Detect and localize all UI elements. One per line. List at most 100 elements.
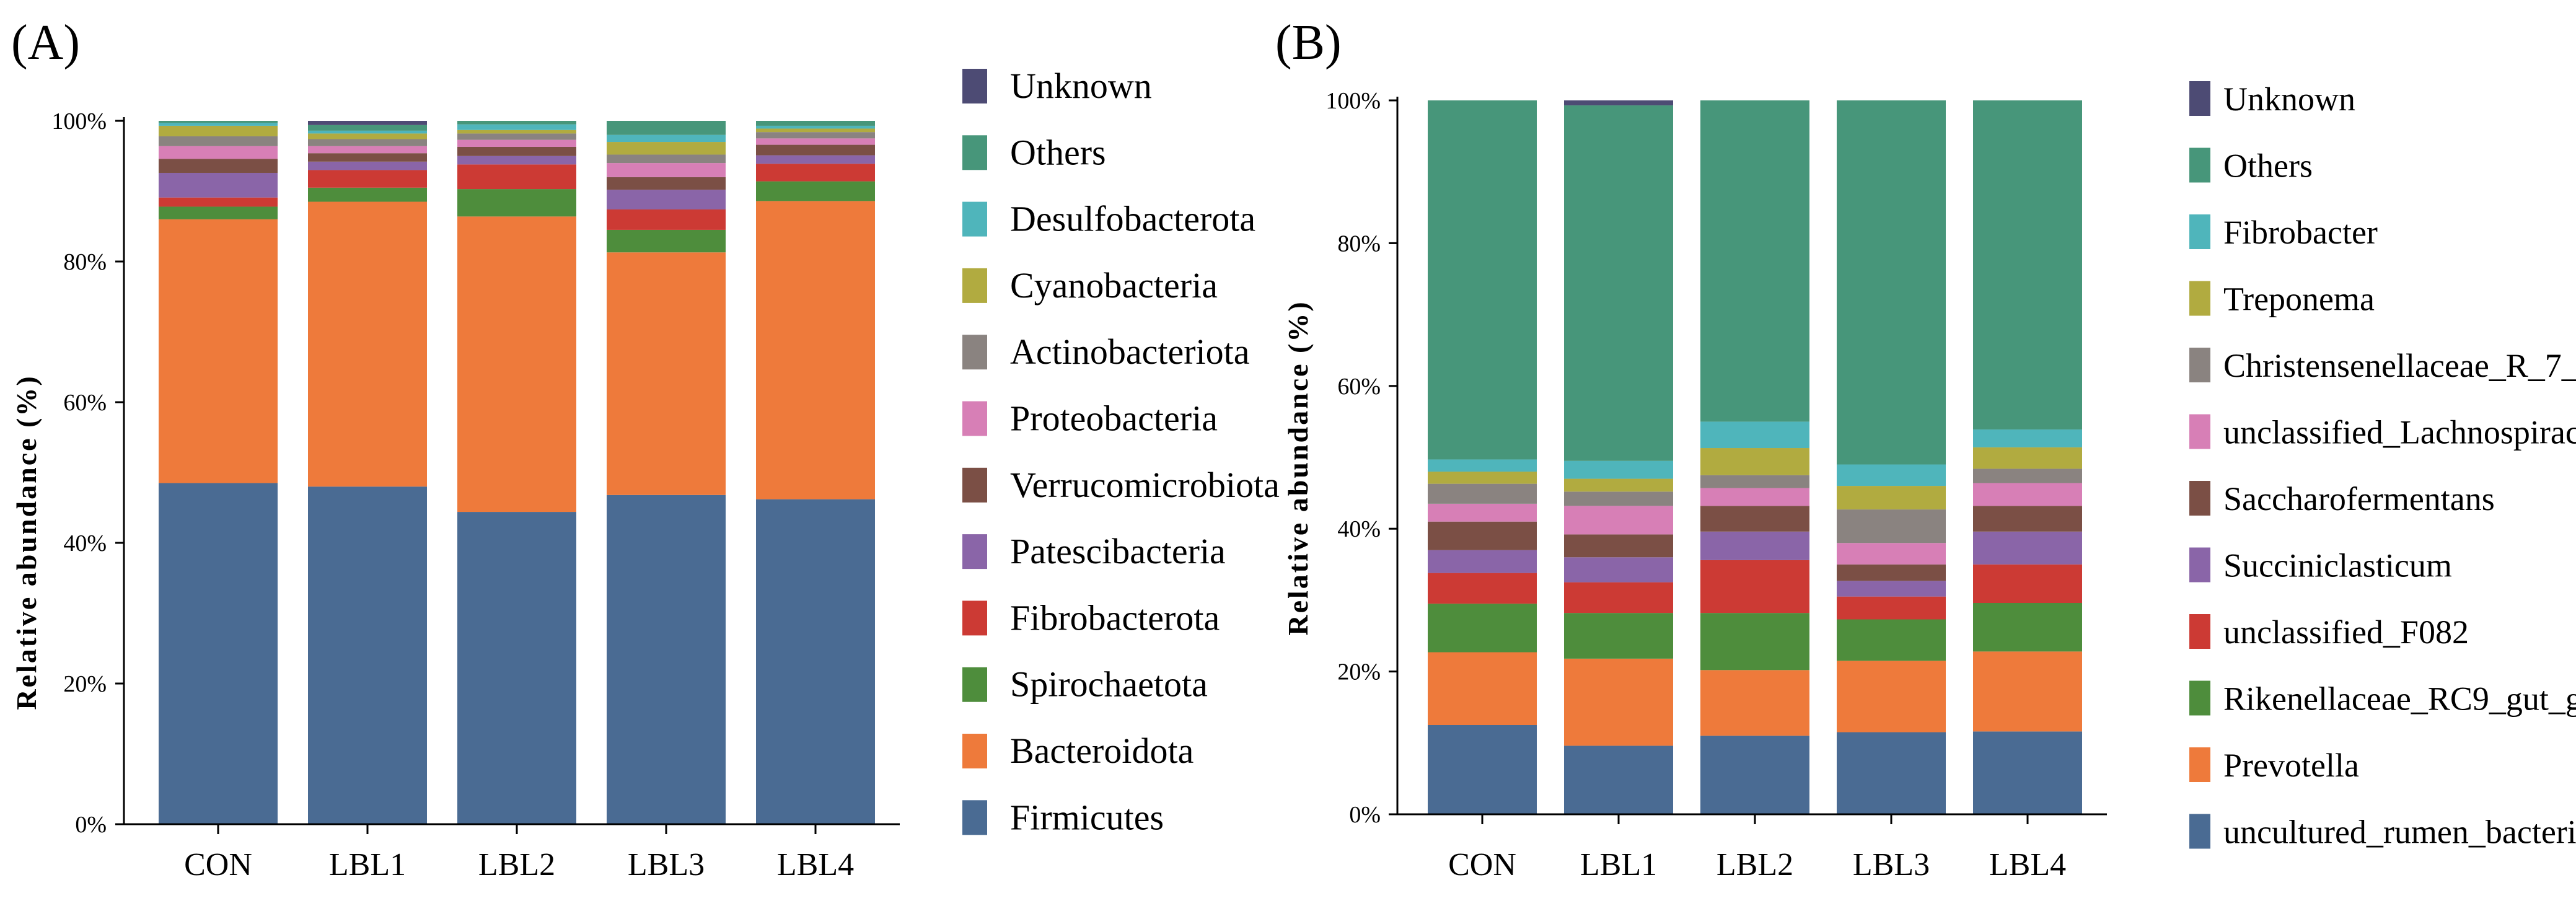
panel-a-bar-lbl2-patescibacteria	[457, 156, 576, 165]
panel-a-x-tick-label: LBL4	[777, 847, 854, 882]
panel-a-legend-swatch	[962, 467, 987, 503]
panel-b-bar-lbl3-unclassified-lachnospiraceae	[1837, 543, 1946, 565]
panel-a-y-axis-label: Relative abundance (%)	[11, 374, 42, 710]
panel-b-bar-con-christensenellaceae-r-7-group	[1428, 483, 1537, 504]
panel-a-bar-lbl4-bacteroidota	[756, 201, 875, 499]
panel-a-bar-con-proteobacteria	[159, 146, 278, 159]
panel-a-bar-con-verrucomicrobiota	[159, 159, 278, 173]
panel-b-legend-label: Rikenellaceae_RC9_gut_group	[2223, 680, 2576, 718]
panel-a-legend: Unknown Others Desulfobacterota Cyanobacter…	[962, 66, 1280, 837]
panel-b-legend-label: Christensenellaceae_R_7_group	[2223, 347, 2576, 384]
panel-a-bar-lbl4-verrucomicrobiota	[756, 144, 875, 156]
panel-a-y-tick-label: 20%	[63, 671, 107, 697]
panel-b-bar-lbl2-fibrobacter	[1700, 421, 1809, 449]
panel-a-bar-lbl3-actinobacteriota	[607, 154, 726, 164]
panel-b-bar-con-others	[1428, 100, 1537, 460]
panel-b-bar-lbl2-christensenellaceae-r-7-group	[1700, 475, 1809, 488]
panel-a-bar-con-desulfobacterota	[159, 123, 278, 126]
panel-b-bar-lbl3-succiniclasticum	[1837, 581, 1946, 597]
panel-a-bar-lbl1-cyanobacteria	[308, 133, 427, 139]
panel-a-bar-lbl3-bacteroidota	[607, 252, 726, 495]
panel-a-legend-swatch	[962, 667, 987, 702]
panel-b-legend-label: unclassified_Lachnospiraceae	[2223, 414, 2576, 451]
panel-b-bar-lbl2-rikenellaceae-rc9-gut-group	[1700, 613, 1809, 671]
panel-a-bar-lbl1-actinobacteriota	[308, 139, 427, 146]
panel-b-bar-lbl3-prevotella	[1837, 661, 1946, 732]
panel-b-legend-label: uncultured_rumen_bacterium	[2223, 814, 2576, 851]
panel-a-bar-lbl3-desulfobacterota	[607, 134, 726, 143]
panel-a-bar-lbl4-patescibacteria	[756, 155, 875, 164]
panel-b-bar-lbl1-succiniclasticum	[1564, 557, 1673, 583]
panel-b-bar-lbl3-rikenellaceae-rc9-gut-group	[1837, 619, 1946, 661]
panel-a-y-tick-label: 60%	[63, 390, 107, 416]
panel-a-bar-lbl1-fibrobacterota	[308, 170, 427, 188]
panel-a-legend-label: Proteobacteria	[1010, 398, 1218, 439]
panel-a-chart: (A) Relative abundance (%) CON LBL1 LBL2 LB…	[11, 15, 1280, 882]
panel-a-bar-lbl2-desulfobacterota	[457, 124, 576, 130]
panel-a-bar-lbl3-patescibacteria	[607, 190, 726, 210]
panel-b-legend-swatch	[2189, 481, 2210, 516]
panel-b-bar-con-prevotella	[1428, 652, 1537, 725]
panel-a-legend-swatch	[962, 800, 987, 835]
panel-b-bar-lbl2-others	[1700, 100, 1809, 422]
panel-a-bar-lbl4-desulfobacterota	[756, 125, 875, 129]
panel-b-bar-con-saccharofermentans	[1428, 521, 1537, 550]
panel-a-legend-label: Firmicutes	[1010, 797, 1164, 837]
panel-b-bar-lbl2-prevotella	[1700, 670, 1809, 736]
panel-a-bar-lbl2-spirochaetota	[457, 189, 576, 217]
panel-b-legend-swatch	[2189, 814, 2210, 849]
panel-a-x-tick-label: CON	[184, 847, 252, 882]
panel-a-legend-swatch	[962, 201, 987, 237]
panel-b-legend-swatch	[2189, 81, 2210, 116]
panel-a-legend-label: Actinobacteriota	[1010, 332, 1250, 372]
panel-b-bar-lbl1-uncultured-rumen-bacterium	[1564, 745, 1673, 814]
panel-b-legend-label: Succiniclasticum	[2223, 547, 2452, 584]
panel-a-bar-lbl3-proteobacteria	[607, 163, 726, 177]
panel-b-legend-label: Fibrobacter	[2223, 214, 2378, 251]
panel-b-bar-lbl3-uncultured-rumen-bacterium	[1837, 732, 1946, 814]
panel-a-bar-lbl2-bacteroidota	[457, 216, 576, 512]
panel-b-bar-lbl2-uncultured-rumen-bacterium	[1700, 736, 1809, 814]
panel-a-bar-lbl1-others	[308, 125, 427, 131]
panel-b-bar-lbl1-unclassified-lachnospiraceae	[1564, 506, 1673, 535]
panel-a-bar-lbl1-firmicutes	[308, 486, 427, 824]
panel-a-bar-lbl2-cyanobacteria	[457, 130, 576, 134]
panel-a-axes: CON LBL1 LBL2 LBL3 LBL4 0% 20% 40% 60% 80% 100%	[51, 108, 900, 882]
panel-b-bar-lbl4-others	[1973, 100, 2082, 430]
panel-b-bar-lbl4-succiniclasticum	[1973, 531, 2082, 565]
panel-b-letter: (B)	[1275, 15, 1342, 70]
panel-a-bar-lbl1-unknown	[308, 121, 427, 125]
panel-a-legend-label: Bacteroidota	[1010, 731, 1193, 771]
panel-a-legend-label: Unknown	[1010, 66, 1152, 106]
panel-a-legend-swatch	[962, 335, 987, 370]
panel-b-legend-swatch	[2189, 147, 2210, 183]
panel-a-bar-lbl3-firmicutes	[607, 495, 726, 824]
panel-b-bar-lbl1-prevotella	[1564, 658, 1673, 746]
panel-a-y-tick-label: 100%	[51, 108, 107, 134]
panel-b-bar-con-treponema	[1428, 472, 1537, 484]
panel-b-legend-label: unclassified_F082	[2223, 614, 2469, 651]
panel-b-bar-lbl4-unclassified-f082	[1973, 564, 2082, 604]
panel-b-bar-lbl3-treponema	[1837, 486, 1946, 510]
panel-a-y-tick-label: 40%	[63, 530, 107, 556]
panel-a-bar-lbl1-desulfobacterota	[308, 130, 427, 134]
panel-a-bar-lbl2-firmicutes	[457, 512, 576, 824]
panel-a-bar-lbl4-firmicutes	[756, 499, 875, 824]
panel-b-bar-lbl3-unclassified-f082	[1837, 596, 1946, 620]
panel-a-bar-lbl3-fibrobacterota	[607, 209, 726, 230]
panel-a-bar-lbl4-fibrobacterota	[756, 164, 875, 182]
panel-a-bar-con-fibrobacterota	[159, 197, 278, 207]
panel-a-legend-label: Others	[1010, 132, 1106, 172]
panel-b-bar-lbl3-christensenellaceae-r-7-group	[1837, 509, 1946, 543]
panel-b-bar-con-fibrobacter	[1428, 459, 1537, 472]
panel-a-legend-swatch	[962, 69, 987, 103]
panel-b-bar-lbl4-uncultured-rumen-bacterium	[1973, 731, 2082, 814]
panel-b-legend-swatch	[2189, 281, 2210, 316]
panel-a-bar-lbl4-others	[756, 121, 875, 126]
panel-a-x-tick-label: LBL1	[329, 847, 406, 882]
panel-b-bar-con-unclassified-lachnospiraceae	[1428, 503, 1537, 522]
panel-b-legend-swatch	[2189, 747, 2210, 782]
panel-a-bars	[159, 121, 875, 824]
panel-b-bar-lbl1-unclassified-f082	[1564, 582, 1673, 614]
panel-b-axes: CON LBL1 LBL2 LBL3 LBL4 0% 20% 40% 60% 80% 100%	[1325, 88, 2107, 882]
